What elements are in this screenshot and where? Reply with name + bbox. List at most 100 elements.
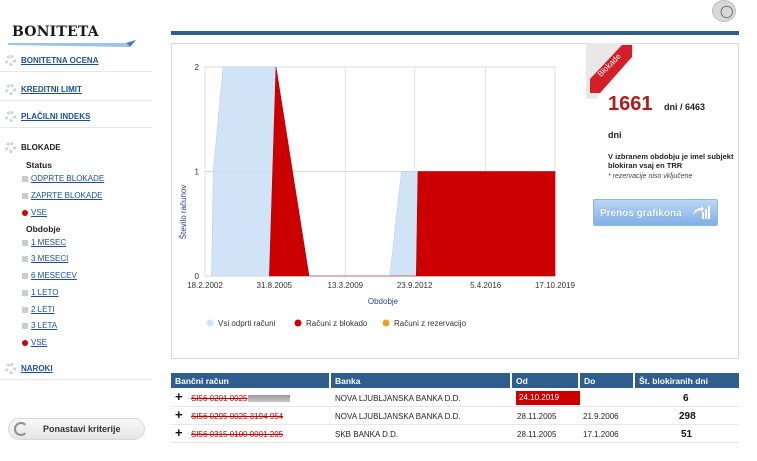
refresh-icon [14, 422, 28, 436]
legend-label: Računi z rezervacijo [394, 319, 467, 328]
blocked-days: 6 [683, 393, 689, 404]
bullet-icon [22, 273, 28, 279]
period-option-label[interactable]: 2 LETI [31, 305, 55, 314]
bullet-icon [22, 290, 28, 296]
chart-export-icon [693, 206, 710, 219]
sidebar-item-naroki[interactable]: NAROKI [0, 358, 152, 380]
from-date-highlight: 24.10.2019 [516, 391, 580, 405]
chart-y-tick-label: 1 [195, 168, 200, 177]
gear-icon [5, 55, 16, 66]
bullet-icon [22, 323, 28, 329]
sidebar-item-label[interactable]: KREDITNI LIMIT [21, 85, 82, 94]
chart-y-tick-label: 2 [195, 63, 200, 72]
table-header: Od [512, 373, 578, 388]
blocked-days-count: 1661 [608, 93, 653, 115]
download-chart-label: Prenos grafikona [600, 208, 682, 219]
sidebar-item-label[interactable]: BONITETNA OCENA [21, 56, 99, 65]
account-number[interactable]: SI56 0201 0025 [191, 394, 290, 403]
table-header: Do [580, 373, 633, 388]
chart-x-tick-label: 31.8.2005 [257, 281, 293, 290]
bullet-icon [22, 240, 28, 246]
bullet-icon [22, 256, 28, 262]
period-option-label[interactable]: 1 LETO [31, 288, 59, 297]
days-label: dni [608, 130, 622, 140]
table-header: Bančni račun [171, 373, 329, 388]
period-option-label[interactable]: 6 MESECEV [31, 271, 77, 280]
brand-swoosh [8, 40, 136, 47]
header-bar [171, 31, 739, 35]
period-option-label[interactable]: 1 MESEC [31, 238, 67, 247]
lightbulb-icon[interactable]: ◯ [712, 0, 736, 22]
blocked-days: 298 [679, 411, 696, 422]
status-option-label[interactable]: VSE [31, 208, 48, 217]
sidebar-item-label[interactable]: NAROKI [21, 364, 53, 373]
legend-label: Računi z blokado [306, 319, 368, 328]
chart-x-axis-label: Obdobje [368, 297, 399, 306]
period-option-label[interactable]: 3 LETA [31, 321, 58, 330]
bullet-icon [22, 193, 28, 199]
download-chart-button[interactable]: Prenos grafikona [593, 199, 718, 226]
legend-marker [206, 319, 214, 327]
stats-note: * rezervacije niso vključene [608, 173, 693, 180]
sidebar-item-label: BLOKADE [21, 143, 61, 152]
chart-x-tick-label: 23.9.2012 [397, 281, 433, 290]
gear-icon [5, 142, 16, 153]
masked-text [247, 395, 290, 403]
table-row[interactable]: + SI56 0295 0025 3194 954 NOVA LJUBLJANS… [171, 408, 739, 425]
gear-icon [5, 84, 16, 95]
period-heading: Obdobje [26, 224, 61, 234]
stats-description: V izbranem obdobju je imel subjekt bloki… [608, 152, 734, 170]
from-date: 28.11.2005 [517, 430, 557, 439]
reset-criteria-label: Ponastavi kriterije [43, 424, 121, 434]
sidebar-item-placilni-indeks[interactable]: PLAČILNI INDEKS [0, 106, 152, 128]
bullet-icon [22, 176, 28, 182]
to-date: 17.1.2006 [583, 430, 619, 439]
blocked-days-suffix: dni / 6463 [664, 102, 706, 112]
table-header: Banka [331, 373, 510, 388]
reset-criteria-button[interactable]: Ponastavi kriterije [8, 418, 145, 440]
to-date: 21.9.2006 [583, 412, 619, 421]
selected-bullet-icon [22, 340, 28, 346]
chart-x-tick-label: 17.10.2019 [535, 281, 575, 290]
chart-x-tick-label: 5.4.2016 [470, 281, 502, 290]
legend-marker [294, 319, 302, 327]
brand-title: BONITETA [12, 24, 99, 40]
bank-name: SKB BANKA D.D. [335, 430, 399, 439]
chart-series-1 [269, 66, 556, 277]
sidebar-item-kreditni-limit[interactable]: KREDITNI LIMIT [0, 79, 152, 101]
chart-x-tick-label: 18.2.2002 [187, 281, 223, 290]
period-option-label[interactable]: VSE [31, 338, 48, 347]
sidebar-item-blokade[interactable]: BLOKADE [0, 137, 152, 159]
table-row[interactable]: + SI56 0201 0025 NOVA LJUBLJANSKA BANKA … [171, 390, 739, 407]
chart-x-tick-label: 13.3.2009 [328, 281, 364, 290]
chart-plot-area: 0 1 2 18.2.2002 31.8.2005 13.3.2009 23.9.2012 5… [187, 63, 575, 328]
selected-bullet-icon [22, 210, 28, 216]
bank-name: NOVA LJUBLJANSKA BANKA D.D. [335, 394, 461, 403]
chart-y-axis-label: Število računov [179, 185, 188, 240]
blocked-days: 51 [681, 429, 693, 440]
expand-icon[interactable]: + [175, 407, 183, 422]
chart-y-tick-label: 0 [195, 272, 200, 281]
account-number[interactable]: SI56 0295 0025 3194 954 [191, 412, 284, 421]
legend-marker [382, 319, 390, 327]
gear-icon [5, 111, 16, 122]
expand-icon[interactable]: + [175, 425, 183, 440]
sidebar-item-label[interactable]: PLAČILNI INDEKS [21, 112, 91, 121]
gear-icon [5, 363, 16, 374]
blokade-chart: 0 1 2 18.2.2002 31.8.2005 13.3.2009 23.9.2012 5… [179, 63, 575, 328]
table-row[interactable]: + SI56 0315 0100 0001 205 SKB BANKA D.D.… [171, 426, 739, 443]
sidebar-item-bonitetna-ocena[interactable]: BONITETNA OCENA [0, 50, 152, 72]
from-date: 28.11.2005 [517, 412, 557, 421]
sidebar: BONITETA BONITETNA OCENA KREDITNI LIMIT … [0, 0, 157, 461]
status-option-label[interactable]: ODPRTE BLOKADE [31, 174, 105, 183]
expand-icon[interactable]: + [175, 389, 183, 404]
bullet-icon [22, 307, 28, 313]
status-option-label[interactable]: ZAPRTE BLOKADE [31, 191, 103, 200]
table-header: Št. blokiranih dni [635, 373, 739, 388]
period-option-label[interactable]: 3 MESECI [31, 254, 69, 263]
status-heading: Status [26, 160, 52, 170]
account-number[interactable]: SI56 0315 0100 0001 205 [191, 430, 284, 439]
blokade-ribbon: Blokade [586, 43, 634, 99]
legend-label: Vsi odprti računi [218, 319, 276, 328]
bank-name: NOVA LJUBLJANSKA BANKA D.D. [335, 412, 461, 421]
